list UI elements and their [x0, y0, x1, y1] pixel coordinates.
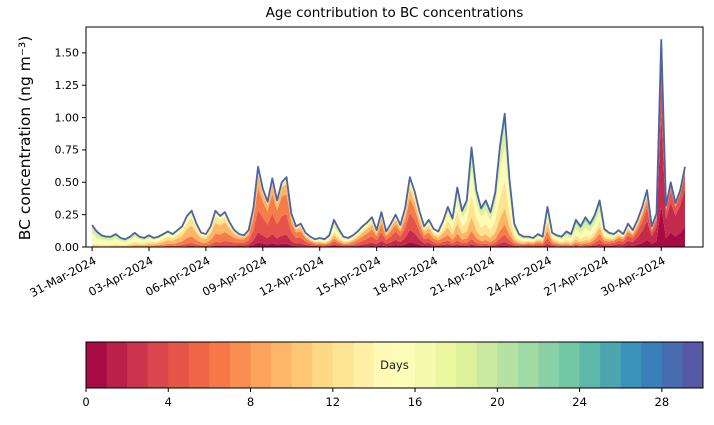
total-bc-line: [91, 39, 686, 241]
svg-text:1.50: 1.50: [55, 47, 80, 60]
svg-text:24: 24: [572, 395, 587, 409]
chart-title: Age contribution to BC concentrations: [265, 5, 524, 21]
svg-text:4: 4: [165, 395, 172, 409]
svg-text:30-Apr-2024: 30-Apr-2024: [598, 253, 667, 299]
svg-text:12: 12: [325, 395, 340, 409]
svg-text:8: 8: [247, 395, 254, 409]
plot-frame: [85, 26, 704, 248]
svg-text:0: 0: [82, 395, 89, 409]
svg-text:20: 20: [490, 395, 505, 409]
svg-text:0.25: 0.25: [55, 208, 80, 221]
svg-text:0.00: 0.00: [55, 241, 80, 254]
svg-text:1.25: 1.25: [55, 79, 80, 92]
svg-text:0.50: 0.50: [55, 176, 80, 189]
svg-text:0.75: 0.75: [55, 144, 80, 157]
svg-text:16: 16: [408, 395, 423, 409]
colorbar-frame: [85, 341, 704, 389]
svg-text:28: 28: [655, 395, 670, 409]
svg-text:31-Mar-2024: 31-Mar-2024: [27, 253, 98, 300]
colorbar-label: Days: [380, 358, 409, 372]
svg-text:1.00: 1.00: [55, 111, 80, 124]
